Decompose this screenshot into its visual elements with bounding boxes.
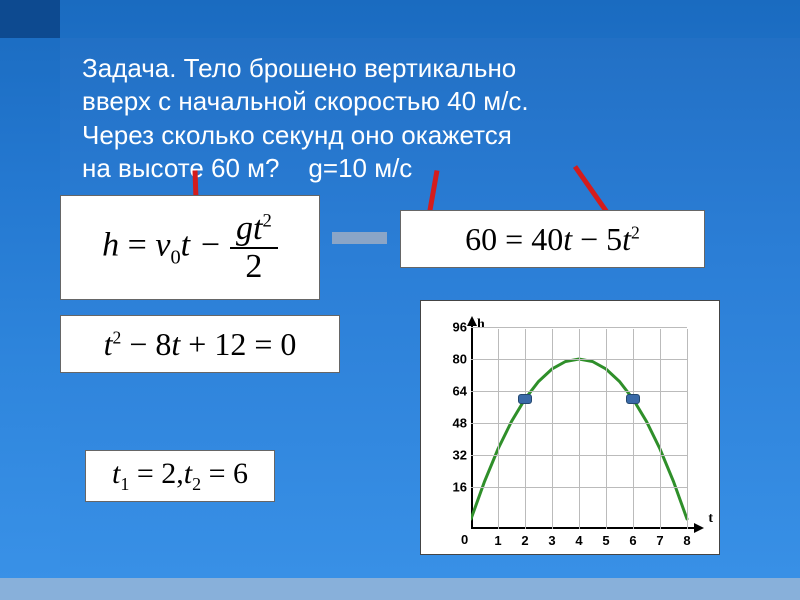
sym-h: h: [102, 226, 119, 263]
footer-bar: [0, 578, 800, 600]
intersection-marker: [518, 394, 532, 404]
sym-eq: =: [119, 226, 155, 263]
sub-2: 2: [192, 474, 201, 494]
sym-t: t −: [181, 226, 230, 263]
sym-exp2b: 2: [631, 222, 640, 242]
x-tick-label: 8: [683, 533, 690, 548]
equation-quadratic: t2 − 8t + 12 = 0: [60, 315, 340, 373]
num-40: 40: [531, 221, 563, 257]
sub-1: 1: [120, 474, 129, 494]
y-tick-label: 48: [453, 416, 467, 431]
sym-t2: t: [563, 221, 572, 257]
val-6: = 6: [201, 457, 248, 490]
sym-gt: gt: [236, 210, 262, 247]
y-tick-label: 32: [453, 448, 467, 463]
slide: Задача. Тело брошено вертикально вверх с…: [0, 0, 800, 600]
sym-v: v: [155, 226, 170, 263]
num-5: 5: [606, 221, 622, 257]
problem-title: Задача. Тело брошено вертикально вверх с…: [60, 38, 800, 185]
fraction: gt2 2: [230, 211, 278, 284]
plot-area: h t 0 16324864809612345678: [471, 319, 701, 529]
equation-solutions: t1 = 2,t2 = 6: [85, 450, 275, 502]
x-tick-label: 5: [602, 533, 609, 548]
equation-height-formula: h = v0t − gt2 2: [60, 195, 320, 300]
title-line-4b: g=10 м/с: [308, 153, 412, 183]
txt-mid: − 8: [121, 326, 171, 362]
sym-t4: t: [104, 326, 113, 362]
corner-block: [0, 0, 60, 38]
y-tick-label: 64: [453, 384, 467, 399]
title-line-4a: на высоте 60 м?: [82, 153, 280, 183]
x-tick-label: 2: [521, 533, 528, 548]
trajectory-chart: h t 0 16324864809612345678: [420, 300, 720, 555]
origin-label: 0: [461, 532, 468, 547]
parabola-curve: [471, 319, 701, 529]
x-tick-label: 7: [656, 533, 663, 548]
x-tick-label: 6: [629, 533, 636, 548]
num-60: 60: [465, 221, 497, 257]
sym-t5: t: [171, 326, 180, 362]
intersection-marker: [626, 394, 640, 404]
title-line-1: Задача. Тело брошено вертикально: [82, 53, 516, 83]
x-tick-label: 4: [575, 533, 582, 548]
x-tick-label: 1: [494, 533, 501, 548]
x-tick-label: 3: [548, 533, 555, 548]
y-tick-label: 96: [453, 320, 467, 335]
title-line-3: Через сколько секунд оно окажется: [82, 120, 512, 150]
sym-t3: t: [622, 221, 631, 257]
title-line-2: вверх с начальной скоростью 40 м/с.: [82, 86, 529, 116]
sym-exp2c: 2: [113, 327, 122, 347]
sym-t7: t: [184, 457, 192, 490]
sym-exp2: 2: [262, 210, 271, 231]
y-tick-label: 16: [453, 480, 467, 495]
txt-end: + 12 = 0: [180, 326, 296, 362]
connector-bar: [332, 232, 387, 244]
sym-0: 0: [170, 246, 180, 268]
sym-den: 2: [230, 249, 278, 285]
x-axis-label: t: [708, 511, 713, 527]
sym-eq2: =: [497, 221, 531, 257]
sym-minus: −: [572, 221, 606, 257]
val-2: = 2,: [129, 457, 183, 490]
y-tick-label: 80: [453, 352, 467, 367]
equation-substituted: 60 = 40t − 5t2: [400, 210, 705, 268]
